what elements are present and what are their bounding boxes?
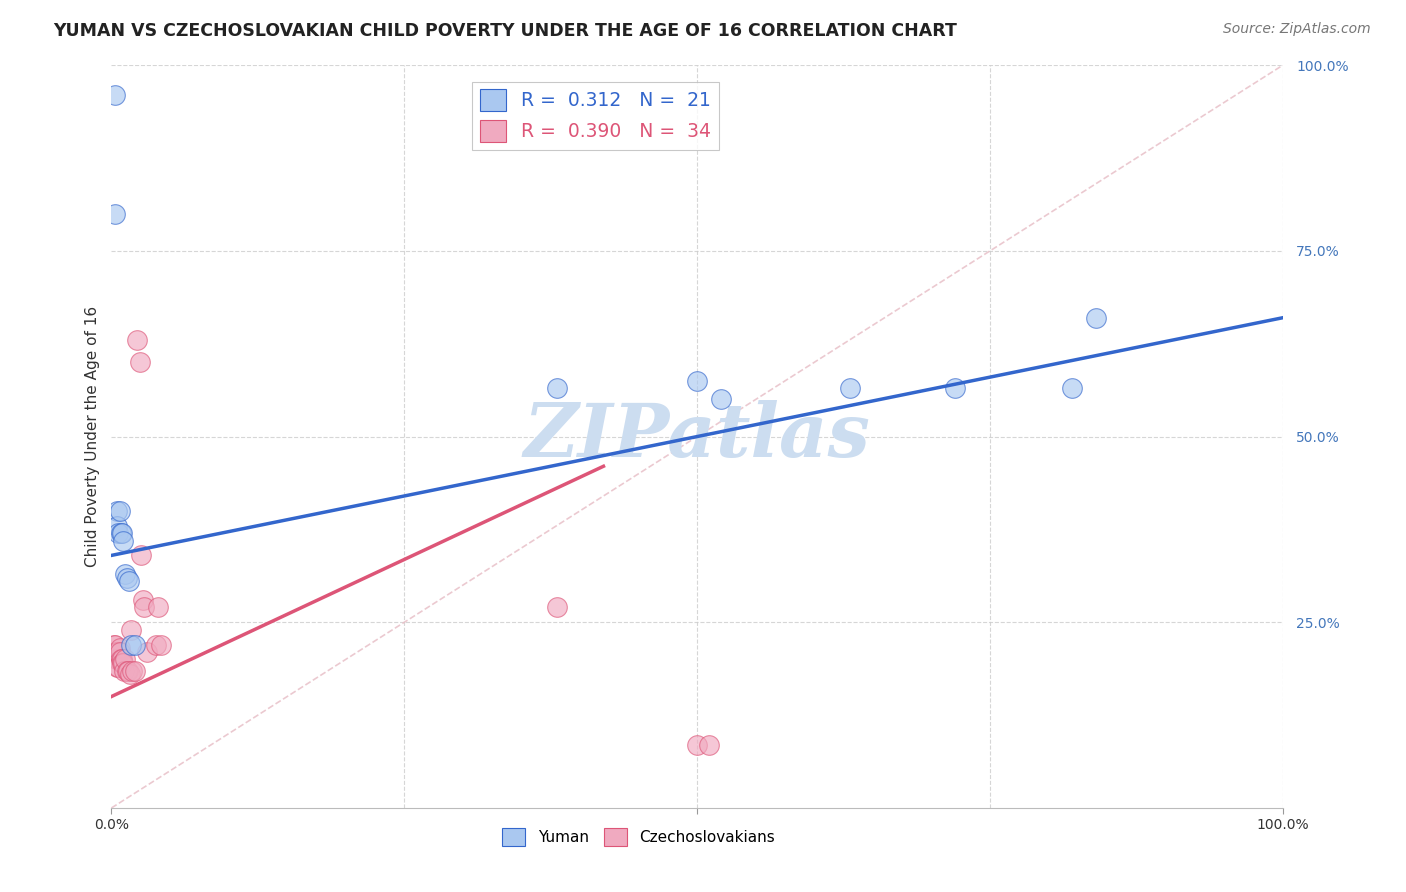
Point [105, 504, 128, 518]
Point [114, 566, 136, 581]
Point [697, 738, 720, 752]
Point [115, 664, 138, 678]
Point [112, 664, 135, 678]
Point [117, 664, 139, 678]
Point [104, 207, 127, 221]
Point [134, 600, 156, 615]
Point [105, 518, 128, 533]
Point [838, 381, 860, 395]
Point [127, 333, 149, 347]
Point [686, 374, 709, 388]
Point [111, 526, 134, 541]
Point [686, 738, 709, 752]
Point [105, 645, 128, 659]
Point [110, 526, 132, 541]
Point [943, 381, 966, 395]
Point [118, 574, 141, 589]
Point [108, 641, 131, 656]
Point [108, 645, 131, 659]
Point [104, 638, 127, 652]
Y-axis label: Child Poverty Under the Age of 16: Child Poverty Under the Age of 16 [86, 306, 100, 567]
Legend: R =  0.312   N =  21, R =  0.390   N =  34: R = 0.312 N = 21, R = 0.390 N = 34 [472, 82, 718, 150]
Point [111, 656, 134, 670]
Text: YUMAN VS CZECHOSLOVAKIAN CHILD POVERTY UNDER THE AGE OF 16 CORRELATION CHART: YUMAN VS CZECHOSLOVAKIAN CHILD POVERTY U… [53, 22, 957, 40]
Point [124, 638, 146, 652]
Point [115, 571, 138, 585]
Point [112, 656, 135, 670]
Point [120, 667, 142, 681]
Point [132, 593, 155, 607]
Point [121, 664, 143, 678]
Point [1084, 310, 1107, 325]
Point [145, 638, 167, 652]
Point [111, 652, 134, 666]
Point [120, 638, 142, 652]
Point [114, 652, 136, 666]
Point [135, 645, 157, 659]
Point [105, 652, 128, 666]
Point [1062, 381, 1084, 395]
Point [103, 638, 125, 652]
Point [105, 652, 128, 666]
Text: Source: ZipAtlas.com: Source: ZipAtlas.com [1223, 22, 1371, 37]
Point [710, 392, 733, 407]
Point [104, 87, 127, 102]
Point [124, 664, 146, 678]
Point [110, 652, 132, 666]
Point [120, 623, 142, 637]
Point [108, 504, 131, 518]
Point [546, 600, 568, 615]
Point [129, 549, 152, 563]
Point [112, 533, 135, 548]
Point [149, 638, 172, 652]
Point [107, 526, 129, 541]
Point [107, 645, 129, 659]
Point [107, 660, 129, 674]
Point [128, 355, 150, 369]
Text: ZIPatlas: ZIPatlas [524, 401, 870, 473]
Point [546, 381, 568, 395]
Point [105, 660, 128, 674]
Point [148, 600, 170, 615]
